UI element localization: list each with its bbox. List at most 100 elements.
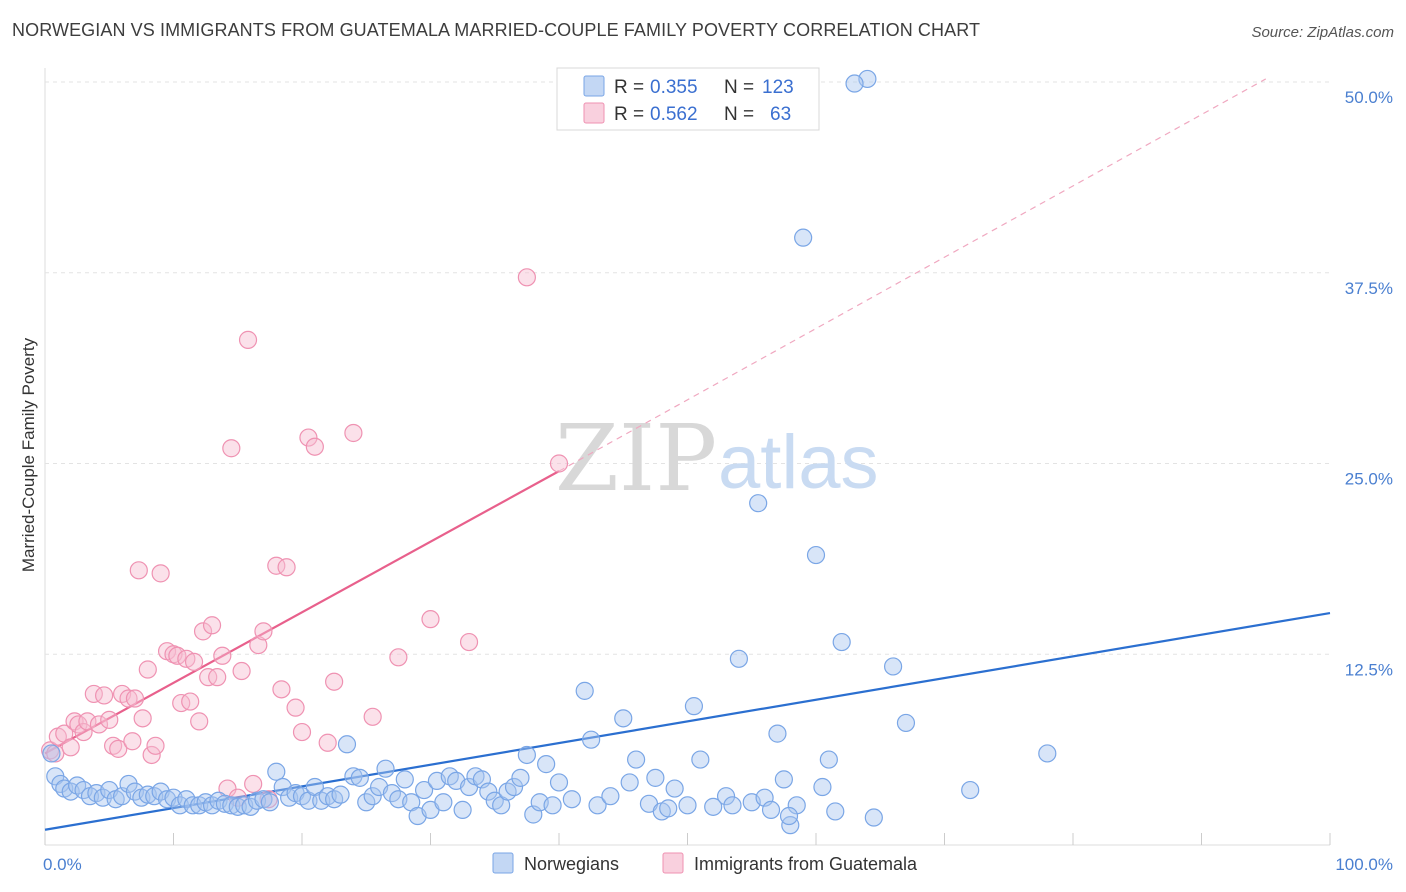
guatemala-point-33 (193, 622, 213, 641)
norwegian-point-29 (222, 796, 241, 815)
norwegian-point-112 (864, 808, 883, 827)
norwegian-point-109 (826, 802, 845, 821)
guatemala-points (41, 268, 569, 809)
guatemala-point-7 (74, 722, 93, 742)
norwegian-point-121 (779, 806, 799, 826)
norwegian-point-78 (537, 755, 556, 774)
norwegian-point-86 (614, 709, 633, 728)
guatemala-point-37 (213, 646, 232, 665)
guatemala-point-57 (363, 707, 382, 726)
guatemala-point-14 (109, 739, 128, 758)
guatemala-point-43 (244, 774, 263, 794)
norwegian-point-0 (42, 744, 61, 763)
legend-r-label-1: R = (614, 104, 644, 125)
guatemala-point-62 (549, 454, 569, 473)
guatemala-point-42 (238, 330, 258, 349)
legend-n-value-1: 63 (770, 104, 791, 125)
guatemala-point-18 (125, 689, 145, 708)
legend-r-value-1: 0.562 (650, 104, 698, 125)
guatemala-point-12 (100, 710, 119, 729)
guatemala-point-31 (184, 652, 204, 671)
x-axis-ticks: 0.0% 100.0% (43, 855, 1393, 874)
norwegian-point-81 (562, 790, 581, 809)
norwegian-point-117 (749, 494, 768, 513)
norwegian-point-96 (704, 797, 723, 816)
norwegian-point-94 (684, 697, 704, 716)
guatemala-point-50 (286, 698, 305, 717)
norwegian-point-48 (344, 767, 363, 786)
norwegian-point-13 (119, 774, 138, 794)
guatemala-point-8 (78, 712, 97, 731)
norwegian-point-62 (434, 793, 453, 812)
guatemala-point-16 (119, 689, 138, 708)
guatemala-point-22 (142, 745, 161, 765)
series-legend-swatch-norwegians (492, 852, 514, 874)
guatemala-point-13 (104, 736, 123, 755)
norwegian-point-114 (896, 713, 916, 733)
norwegian-point-88 (626, 750, 646, 769)
norwegian-point-118 (845, 74, 864, 93)
norwegian-point-49 (350, 768, 369, 787)
norwegian-point-84 (588, 796, 607, 815)
series-legend-norwegians: Norwegians (524, 854, 619, 874)
norwegian-point-65 (453, 800, 472, 820)
x-tick-label-0: 0.0% (43, 855, 82, 874)
y-tick-label-0: 12.5% (1345, 660, 1393, 679)
guatemala-point-11 (95, 686, 114, 705)
norwegian-point-93 (678, 796, 697, 815)
series-legend-swatch-guatemala (662, 852, 684, 874)
norwegian-point-119 (659, 799, 678, 818)
guatemala-point-46 (259, 790, 278, 809)
guatemala-point-30 (181, 692, 200, 711)
guatemala-trend-extension (558, 78, 1267, 472)
guatemala-point-61 (517, 268, 536, 287)
guatemala-point-41 (232, 661, 251, 681)
norwegian-point-122 (813, 777, 832, 797)
norwegian-point-36 (267, 762, 286, 781)
norwegian-point-51 (363, 787, 382, 806)
norwegian-point-82 (575, 681, 594, 700)
guatemala-point-17 (123, 732, 142, 751)
watermark-zip: ZIP (555, 405, 717, 512)
guatemala-point-60 (459, 632, 479, 652)
norwegian-point-87 (620, 773, 639, 792)
guatemala-point-36 (208, 668, 227, 687)
norwegian-point-74 (511, 768, 530, 787)
guatemala-point-10 (89, 715, 109, 734)
norwegian-point-46 (331, 785, 350, 804)
norwegian-point-95 (691, 750, 710, 769)
chart-title: NORWEGIAN VS IMMIGRANTS FROM GUATEMALA M… (12, 20, 981, 40)
guatemala-point-58 (389, 648, 408, 667)
norwegian-point-59 (414, 780, 434, 800)
guatemala-point-49 (277, 558, 296, 577)
y-tick-label-3: 50.0% (1345, 88, 1393, 107)
norwegian-point-30 (228, 797, 247, 816)
y-tick-label-1: 25.0% (1345, 470, 1393, 489)
legend-r-label-0: R = (614, 77, 644, 98)
guatemala-point-48 (272, 680, 291, 699)
guatemala-point-56 (344, 423, 363, 443)
norwegian-point-73 (504, 777, 524, 797)
norwegian-point-69 (479, 782, 498, 801)
guatemala-point-24 (151, 564, 170, 583)
guatemala-point-55 (325, 672, 344, 691)
norwegian-point-101 (761, 800, 781, 820)
norwegian-point-107 (806, 545, 826, 565)
norwegian-point-85 (601, 787, 620, 806)
guatemala-point-20 (133, 709, 152, 728)
norwegian-point-102 (768, 724, 787, 743)
guatemala-point-44 (249, 635, 268, 655)
guatemala-point-0 (41, 741, 60, 760)
y-axis-ticks: 12.5% 25.0% 37.5% 50.0% (1345, 88, 1393, 679)
norwegian-point-79 (543, 796, 562, 815)
legend-swatch-pink (583, 102, 605, 124)
norwegian-point-90 (646, 768, 665, 787)
norwegian-point-110 (832, 632, 851, 652)
watermark: ZIP atlas (555, 405, 879, 512)
guatemala-point-53 (305, 437, 324, 456)
norwegian-point-53 (376, 759, 395, 778)
norwegian-point-75 (517, 745, 536, 765)
norwegian-point-106 (794, 228, 813, 247)
x-tick-label-1: 100.0% (1335, 855, 1393, 874)
